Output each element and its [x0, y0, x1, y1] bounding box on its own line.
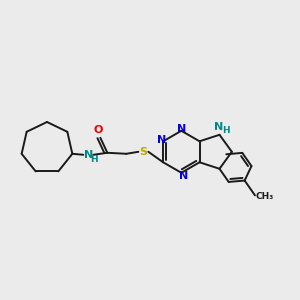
Text: H: H: [91, 155, 98, 164]
Text: S: S: [139, 147, 147, 157]
Text: N: N: [179, 171, 188, 181]
Text: CH₃: CH₃: [256, 192, 274, 201]
Text: N: N: [214, 122, 223, 132]
Text: N: N: [84, 150, 93, 160]
Text: H: H: [222, 126, 229, 135]
Text: N: N: [157, 135, 166, 145]
Text: N: N: [177, 124, 186, 134]
Text: O: O: [94, 125, 103, 135]
